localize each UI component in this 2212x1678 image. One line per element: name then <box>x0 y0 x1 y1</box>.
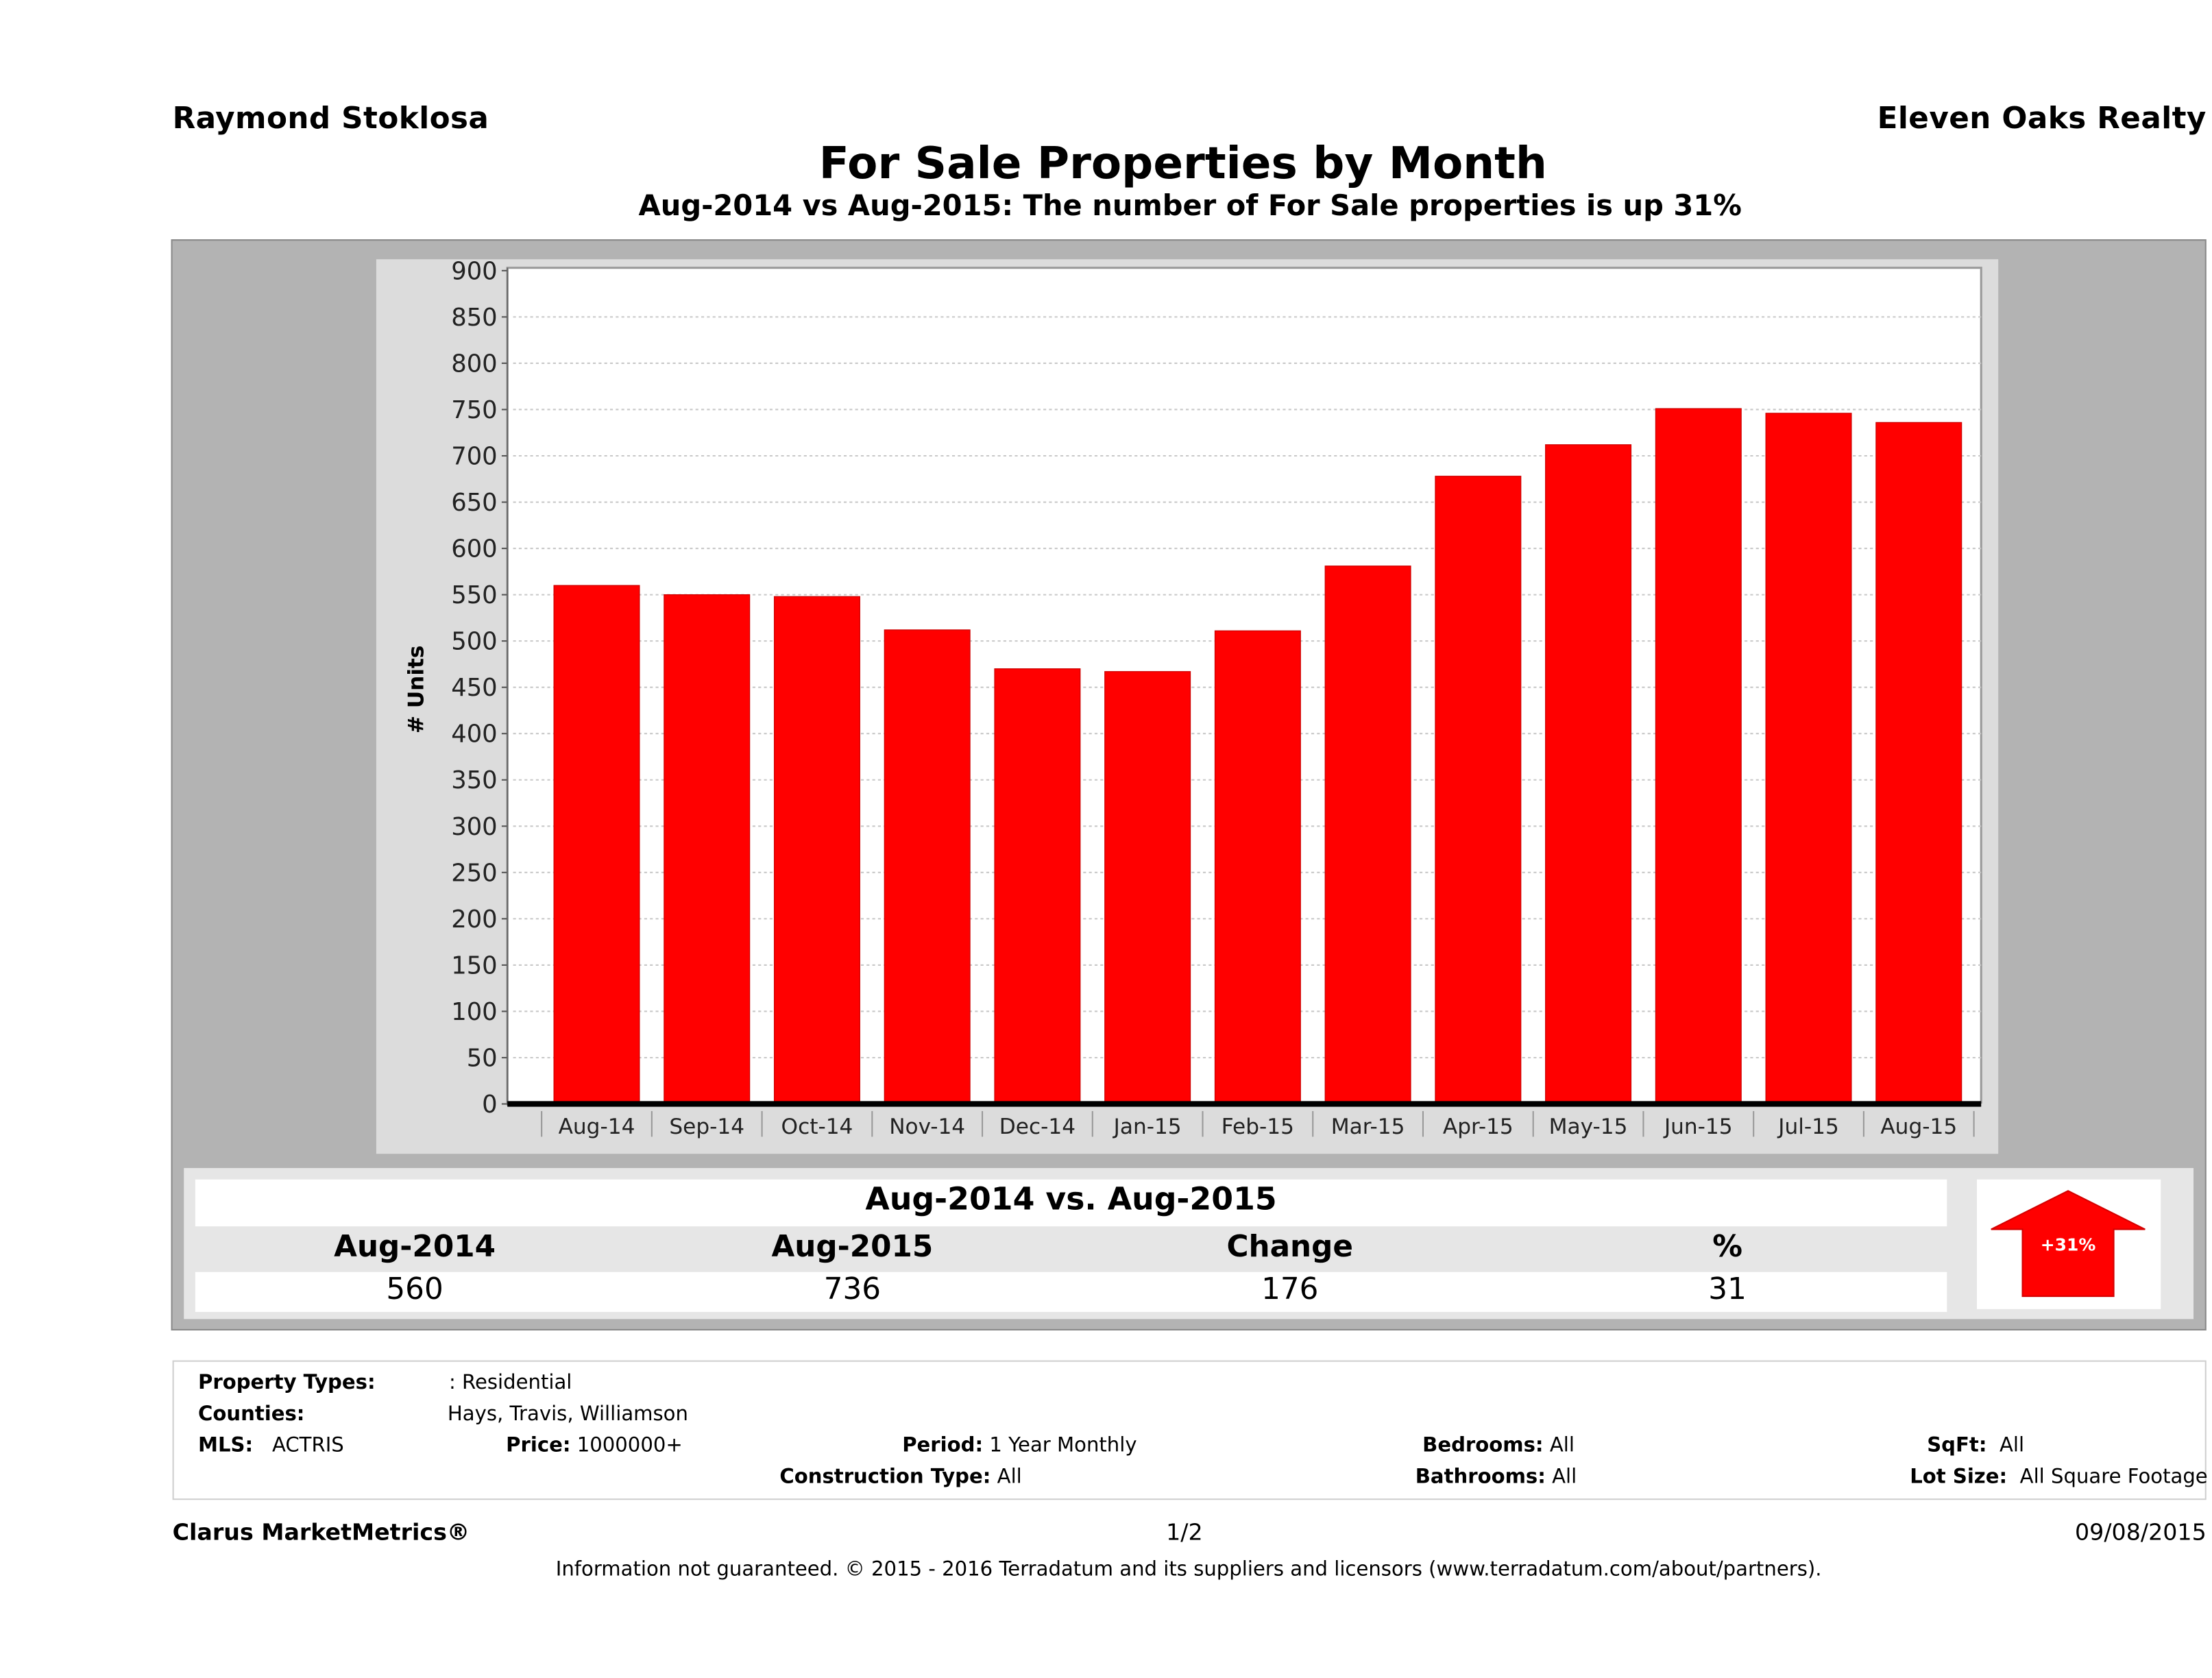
bar-chart: 0 50 100 150 200 250 300 350 400 450 500 550 600 650 7… <box>404 259 1982 1139</box>
bar <box>1655 408 1742 1105</box>
header-percent: % <box>1712 1229 1742 1264</box>
property-types-value: : Residential <box>448 1372 572 1395</box>
x-tick-label: Oct-14 <box>781 1115 853 1139</box>
disclaimer: Information not guaranteed. © 2015 - 201… <box>555 1558 1822 1581</box>
y-tick-label: 250 <box>451 859 497 887</box>
y-tick-label: 400 <box>451 720 497 749</box>
bar <box>1104 671 1191 1105</box>
period-criterion: Period: 1 Year Monthly <box>902 1434 1137 1457</box>
bar <box>1765 413 1852 1105</box>
y-tick-label: 300 <box>451 813 497 841</box>
sqft-criterion: SqFt: All <box>1927 1434 2025 1457</box>
x-tick-label: Jan-15 <box>1113 1115 1182 1139</box>
search-criteria: Property Types: : Residential Counties: … <box>172 1360 2208 1500</box>
x-tick-label: Feb-15 <box>1222 1115 1294 1139</box>
value-change: 176 <box>1261 1272 1319 1306</box>
report-date: 09/08/2015 <box>2075 1518 2207 1546</box>
bar <box>553 585 640 1105</box>
x-tick-label: Apr-15 <box>1443 1115 1514 1139</box>
x-axis-ticks: Aug-14 Sep-14 Oct-14 Nov-14 Dec-14 Jan-15 Feb-… <box>541 1110 1975 1139</box>
y-axis-ticks: 0 50 100 150 200 250 300 350 400 450 500 550 600 650 7… <box>451 259 508 1119</box>
y-tick-label: 750 <box>451 396 497 424</box>
value-percent: 31 <box>1708 1272 1747 1306</box>
bar <box>664 594 751 1105</box>
x-tick-label: Aug-14 <box>559 1115 635 1139</box>
value-aug-2015: 736 <box>823 1272 882 1306</box>
mls-criterion: MLS: ACTRIS <box>198 1434 344 1457</box>
y-tick-label: 450 <box>451 674 497 702</box>
chart-panel: 0 50 100 150 200 250 300 350 400 450 500 550 600 650 7… <box>376 259 1999 1154</box>
y-tick-label: 650 <box>451 489 497 517</box>
bedrooms-criterion: Bedrooms: All <box>1422 1434 1575 1457</box>
bar <box>1875 422 1962 1105</box>
y-tick-label: 50 <box>467 1044 498 1072</box>
bathrooms-criterion: Bathrooms: All <box>1415 1466 1577 1489</box>
bar <box>1435 476 1522 1105</box>
bar <box>994 668 1081 1105</box>
value-aug-2014: 560 <box>386 1272 443 1306</box>
bar <box>884 629 971 1105</box>
y-tick-label: 350 <box>451 766 497 794</box>
trend-badge: +31% <box>1976 1179 2161 1309</box>
brokerage-name: Eleven Oaks Realty <box>1877 101 2207 136</box>
y-tick-label: 800 <box>451 350 497 378</box>
x-tick-label: Jun-15 <box>1663 1115 1733 1139</box>
bar <box>1545 444 1632 1105</box>
report-subtitle: Aug-2014 vs Aug-2015: The number of For … <box>638 188 1742 223</box>
comparison-title: Aug-2014 vs. Aug-2015 <box>865 1182 1277 1218</box>
property-types-label: Property Types: <box>198 1372 376 1395</box>
comparison-header-row: Aug-2014 Aug-2015 Change % <box>195 1226 1947 1272</box>
y-axis-label: # Units <box>404 646 429 734</box>
bar <box>1214 630 1301 1105</box>
footer-brand: Clarus MarketMetrics® <box>172 1518 470 1546</box>
x-tick-label: Sep-14 <box>669 1115 744 1139</box>
header-aug-2014: Aug-2014 <box>334 1229 496 1264</box>
lot-size-criterion: Lot Size: All Square Footage <box>1910 1466 2208 1489</box>
page-number: 1/2 <box>1166 1518 1203 1546</box>
x-tick-label: May-15 <box>1549 1115 1628 1139</box>
report-title: For Sale Properties by Month <box>818 138 1547 190</box>
header-aug-2015: Aug-2015 <box>771 1229 934 1264</box>
bars <box>553 408 1962 1105</box>
y-tick-label: 850 <box>451 304 497 332</box>
up-arrow-icon: +31% <box>1991 1190 2146 1298</box>
y-tick-label: 150 <box>451 951 497 980</box>
x-tick-label: Dec-14 <box>999 1115 1075 1139</box>
y-tick-label: 500 <box>451 628 497 656</box>
construction-type-criterion: Construction Type: All <box>779 1466 1022 1489</box>
header-change: Change <box>1226 1229 1354 1264</box>
counties-value: Hays, Travis, Williamson <box>447 1402 688 1426</box>
comparison-value-row: 560 736 176 31 <box>195 1272 1947 1312</box>
y-tick-label: 200 <box>451 905 497 934</box>
price-criterion: Price: 1000000+ <box>506 1434 683 1457</box>
x-tick-label: Mar-15 <box>1331 1115 1405 1139</box>
y-tick-label: 100 <box>451 998 497 1026</box>
y-tick-label: 700 <box>451 442 497 470</box>
comparison-panel: Aug-2014 vs. Aug-2015 Aug-2014 Aug-2015 … <box>184 1168 2194 1320</box>
trend-badge-label: +31% <box>2041 1235 2096 1255</box>
y-tick-label: 900 <box>451 259 497 285</box>
comparison-title-row: Aug-2014 vs. Aug-2015 <box>195 1179 1947 1227</box>
x-tick-label: Nov-14 <box>889 1115 965 1139</box>
bar <box>773 596 860 1105</box>
bar <box>1324 566 1411 1105</box>
agent-name: Raymond Stoklosa <box>172 101 489 136</box>
x-tick-label: Aug-15 <box>1880 1115 1957 1139</box>
y-tick-label: 0 <box>482 1091 497 1119</box>
x-tick-label: Jul-15 <box>1777 1115 1839 1139</box>
y-tick-label: 550 <box>451 581 497 609</box>
y-tick-label: 600 <box>451 535 497 563</box>
counties-label: Counties: <box>198 1402 305 1426</box>
up-arrow-shape <box>1991 1190 2146 1298</box>
